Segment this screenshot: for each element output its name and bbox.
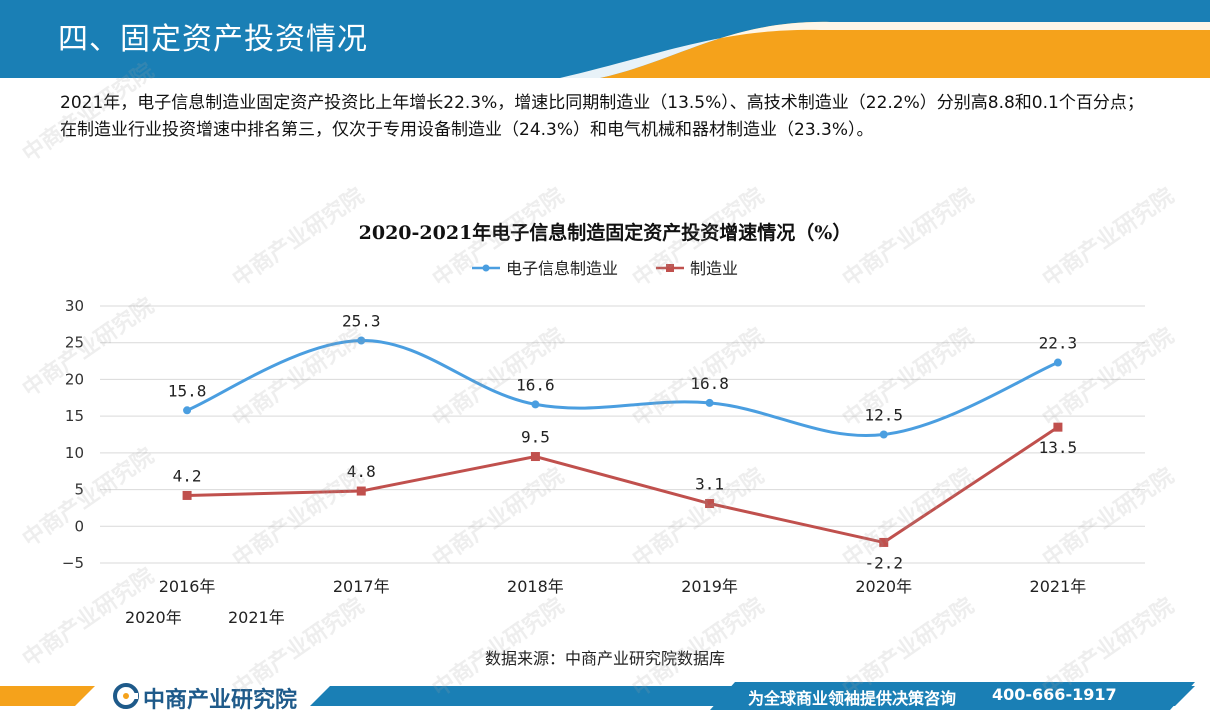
footer-background — [0, 682, 1195, 710]
data-point — [183, 406, 192, 415]
data-point — [705, 499, 715, 509]
extra-label-2021: 2021年 — [228, 608, 285, 627]
x-tick-label: 2018年 — [507, 577, 564, 596]
data-label: 4.2 — [173, 466, 202, 485]
chart-title: 2020-2021年电子信息制造固定资产投资增速情况（%） — [358, 222, 852, 244]
data-label: -2.2 — [864, 553, 903, 572]
data-point — [879, 430, 888, 439]
page-title: 四、固定资产投资情况 — [58, 22, 368, 57]
extra-label-2020: 2020年 — [125, 608, 182, 627]
data-label: 13.5 — [1039, 438, 1078, 457]
data-label: 3.1 — [695, 475, 724, 494]
x-tick-label: 2016年 — [159, 577, 216, 596]
data-label: 16.6 — [516, 375, 555, 394]
y-tick-label: −5 — [62, 554, 84, 572]
data-point — [530, 452, 540, 462]
data-label: 16.8 — [690, 374, 729, 393]
y-tick-label: 20 — [65, 370, 84, 388]
footer-phone: 400-666-1917 — [992, 685, 1117, 704]
data-label: 9.5 — [521, 428, 550, 447]
body-paragraph: 2021年，电子信息制造业固定资产投资比上年增长22.3%，增速比同期制造业（1… — [60, 93, 1144, 140]
data-label: 12.5 — [864, 406, 903, 425]
data-label: 25.3 — [342, 312, 381, 331]
x-tick-label: 2020年 — [855, 577, 912, 596]
data-point — [879, 537, 889, 547]
y-tick-label: 15 — [65, 407, 84, 425]
data-point — [1053, 422, 1063, 432]
x-tick-label: 2021年 — [1030, 577, 1087, 596]
legend-marker — [666, 264, 674, 272]
data-point — [705, 398, 714, 407]
data-label: 22.3 — [1039, 334, 1078, 353]
y-tick-label: 30 — [65, 297, 84, 315]
legend-label: 制造业 — [690, 259, 738, 278]
footer-bar: 中商产业研究院 为全球商业领袖提供决策咨询 400-666-1917 — [0, 674, 1210, 718]
data-point — [356, 486, 366, 496]
y-tick-label: 25 — [65, 334, 84, 352]
y-tick-label: 10 — [65, 444, 84, 462]
data-label: 15.8 — [168, 381, 207, 400]
legend-label: 电子信息制造业 — [506, 259, 618, 278]
header-bar: 四、固定资产投资情况 — [0, 0, 1210, 78]
legend-marker — [482, 264, 490, 272]
header-background — [0, 0, 1210, 78]
data-label: 4.8 — [347, 462, 376, 481]
line-chart: −5 0 5 10 15 20 25 30 2016年 2017年 2018年 2019年 2020年 2… — [62, 259, 1145, 596]
footer-brand: 中商产业研究院 — [143, 688, 298, 713]
company-logo-icon — [113, 683, 139, 709]
x-tick-label: 2017年 — [333, 577, 390, 596]
data-point — [182, 490, 192, 500]
footer-slogan: 为全球商业领袖提供决策咨询 — [748, 689, 957, 708]
data-source: 数据来源：中商产业研究院数据库 — [484, 649, 725, 668]
data-point — [357, 336, 366, 345]
series-line-0 — [186, 339, 1059, 437]
x-tick-label: 2019年 — [681, 577, 738, 596]
y-tick-label: 0 — [74, 517, 84, 535]
series-line-1 — [187, 425, 1059, 545]
data-point — [1053, 358, 1062, 367]
y-tick-label: 5 — [74, 481, 84, 499]
data-point — [531, 400, 540, 409]
